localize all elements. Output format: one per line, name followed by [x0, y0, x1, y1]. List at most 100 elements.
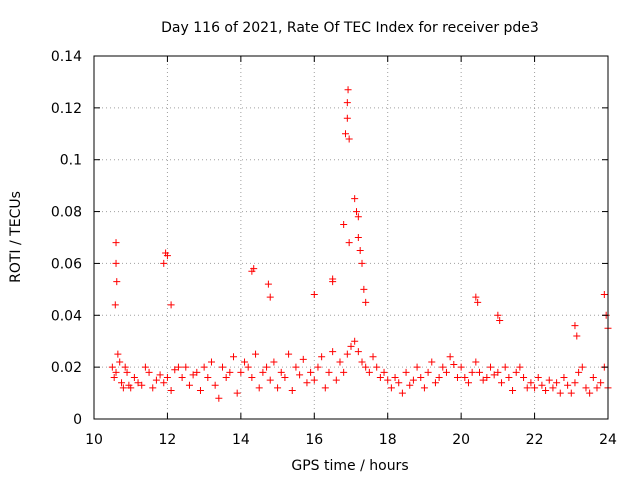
data-point [204, 374, 212, 382]
data-point [387, 384, 395, 392]
data-points [108, 86, 612, 402]
data-point [292, 363, 300, 371]
data-point [391, 374, 399, 382]
y-axis-ticks: 0 0.02 0.04 0.06 0.08 0.1 0.12 0.14 [51, 49, 608, 428]
data-point [296, 371, 304, 379]
data-point [233, 389, 241, 397]
x-tick-label: 12 [159, 432, 177, 448]
data-point [406, 381, 414, 389]
data-point [116, 358, 124, 366]
data-point [501, 363, 509, 371]
data-point [226, 368, 234, 376]
data-point [556, 389, 564, 397]
data-point [398, 389, 406, 397]
data-point [479, 376, 487, 384]
y-tick-label: 0.06 [51, 256, 82, 272]
data-point [123, 368, 131, 376]
data-point [586, 389, 594, 397]
data-point [453, 374, 461, 382]
data-point [189, 371, 197, 379]
y-tick-label: 0.14 [51, 49, 82, 65]
data-point [600, 291, 608, 299]
data-point [196, 386, 204, 394]
data-point [281, 374, 289, 382]
data-point [542, 386, 550, 394]
data-point [384, 376, 392, 384]
data-point [571, 379, 579, 387]
data-point [310, 376, 318, 384]
data-point [274, 384, 282, 392]
data-point [472, 293, 480, 301]
data-point [318, 353, 326, 361]
data-point [307, 368, 315, 376]
data-point [496, 316, 504, 324]
data-point [266, 376, 274, 384]
data-point [310, 291, 318, 299]
data-point [523, 384, 531, 392]
data-point [498, 379, 506, 387]
data-point [111, 301, 119, 309]
data-point [582, 384, 590, 392]
data-point [244, 363, 252, 371]
data-point [152, 376, 160, 384]
data-point [200, 363, 208, 371]
x-tick-label: 18 [379, 432, 397, 448]
data-point [193, 368, 201, 376]
data-point [250, 265, 258, 273]
data-point [358, 358, 366, 366]
data-point [118, 379, 126, 387]
data-point [442, 368, 450, 376]
data-point [174, 363, 182, 371]
data-point [472, 358, 480, 366]
data-point [134, 379, 142, 387]
data-point [336, 358, 344, 366]
data-point [119, 384, 127, 392]
data-point [549, 384, 557, 392]
x-tick-label: 16 [305, 432, 323, 448]
grid-lines [94, 56, 608, 419]
data-point [347, 342, 355, 350]
data-point [413, 363, 421, 371]
data-point [248, 374, 256, 382]
data-point [512, 368, 520, 376]
data-point [263, 363, 271, 371]
data-point [505, 374, 513, 382]
data-point [494, 311, 502, 319]
data-point [578, 363, 586, 371]
data-point [241, 358, 249, 366]
chart-title: Day 116 of 2021, Rate Of TEC Index for r… [161, 20, 539, 36]
data-point [130, 374, 138, 382]
data-point [457, 363, 465, 371]
data-point [160, 379, 168, 387]
data-point [531, 384, 539, 392]
x-tick-label: 14 [232, 432, 250, 448]
data-point [516, 363, 524, 371]
data-point [112, 259, 120, 267]
data-point [110, 374, 118, 382]
data-point [520, 374, 528, 382]
data-point [182, 363, 190, 371]
data-point [341, 130, 349, 138]
x-axis-ticks: 10 12 14 16 18 20 22 24 [85, 56, 617, 448]
data-point [112, 368, 120, 376]
data-point [329, 278, 337, 286]
data-point [163, 252, 171, 260]
x-axis-label: GPS time / hours [291, 458, 408, 474]
data-point [270, 358, 278, 366]
data-point [417, 374, 425, 382]
data-point [185, 381, 193, 389]
data-point [156, 371, 164, 379]
data-point [424, 368, 432, 376]
data-point [112, 239, 120, 247]
data-point [237, 368, 245, 376]
data-point [446, 353, 454, 361]
data-point [354, 234, 362, 241]
data-point [277, 368, 285, 376]
data-point [365, 368, 373, 376]
data-point [345, 135, 353, 143]
data-point [538, 381, 546, 389]
data-point [593, 384, 601, 392]
x-tick-label: 22 [526, 432, 544, 448]
data-point [494, 368, 502, 376]
data-point [356, 246, 364, 254]
